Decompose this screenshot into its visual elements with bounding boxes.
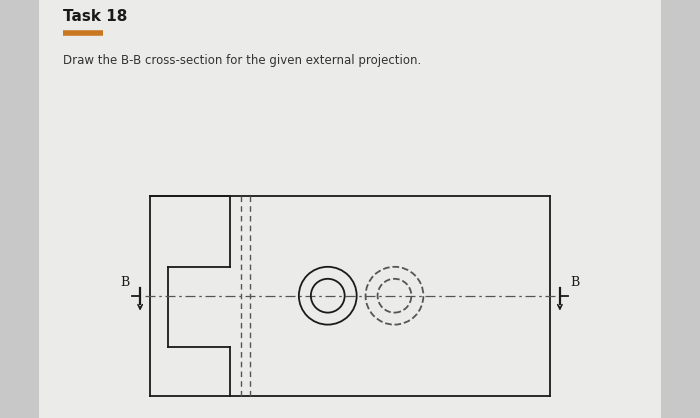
Text: Task 18: Task 18 — [63, 10, 127, 25]
Text: B: B — [120, 276, 130, 289]
FancyBboxPatch shape — [38, 0, 661, 418]
Text: B: B — [570, 276, 580, 289]
Text: Draw the B-B cross-section for the given external projection.: Draw the B-B cross-section for the given… — [63, 54, 421, 67]
